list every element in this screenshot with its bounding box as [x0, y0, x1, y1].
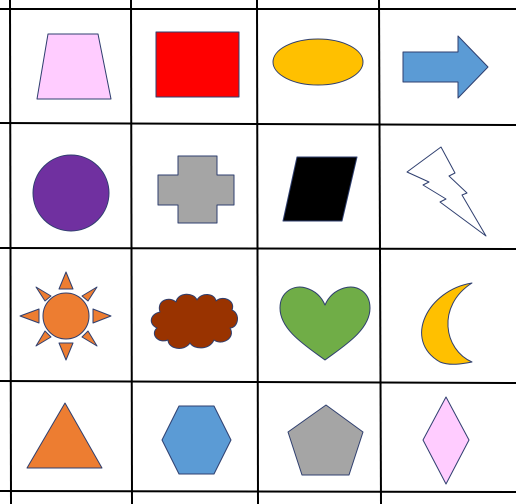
sun-ray-right [93, 309, 111, 323]
sun-ray-bottom-right [82, 331, 97, 346]
trapezoid-icon [37, 34, 111, 99]
grid-line-v1 [10, 0, 11, 504]
sun-core [43, 293, 89, 339]
grid-line-v3 [257, 0, 258, 504]
cross-icon [158, 156, 234, 223]
pentagon-icon [288, 405, 363, 475]
parallelogram-icon [283, 157, 357, 221]
sun-ray-top-left [36, 287, 51, 301]
circle-icon [33, 155, 109, 231]
grid-line-v2 [131, 0, 132, 504]
sun-icon [20, 272, 111, 360]
hexagon-icon [162, 406, 231, 474]
sun-ray-bottom-left [36, 331, 51, 346]
sun-ray-top [59, 272, 73, 289]
right-arrow-icon [403, 36, 488, 98]
heart-icon [280, 287, 370, 360]
sun-ray-left [20, 309, 39, 323]
cloud-icon [151, 294, 237, 348]
ellipse-icon [273, 39, 363, 85]
grid-line-v4 [379, 0, 381, 504]
rectangle-icon [156, 32, 239, 97]
lightning-bolt-icon [407, 147, 486, 236]
sun-ray-bottom [59, 343, 73, 360]
diamond-icon [423, 397, 469, 484]
sun-ray-top-right [82, 287, 97, 301]
triangle-icon [27, 403, 102, 468]
crescent-moon-icon [422, 283, 472, 364]
